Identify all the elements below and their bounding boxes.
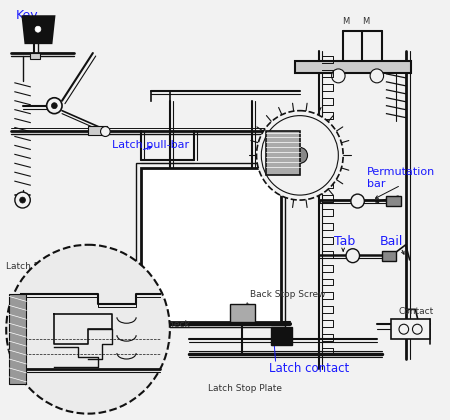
Circle shape: [351, 194, 364, 208]
Text: Contact: Contact: [398, 307, 433, 316]
Circle shape: [292, 147, 307, 163]
Bar: [136, 163, 285, 327]
Text: Latch Bar: Latch Bar: [126, 340, 170, 349]
Circle shape: [346, 249, 360, 262]
Circle shape: [256, 110, 343, 200]
Text: Key: Key: [16, 9, 38, 22]
Bar: [382, 251, 396, 261]
Text: M: M: [342, 17, 350, 26]
Text: M: M: [362, 17, 369, 26]
Circle shape: [47, 98, 62, 114]
Bar: [271, 327, 292, 345]
Text: Latch pull-bar: Latch pull-bar: [112, 140, 189, 150]
Text: Bail: Bail: [380, 235, 403, 248]
Bar: [9, 294, 27, 384]
Bar: [266, 131, 300, 175]
Bar: [230, 304, 255, 322]
Text: Relatch Check: Relatch Check: [125, 320, 189, 329]
Text: Latch: Latch: [126, 300, 151, 309]
Bar: [88, 126, 107, 136]
Text: Latch Pull-Bar: Latch Pull-Bar: [6, 262, 68, 271]
Text: Latch contact: Latch contact: [269, 362, 349, 375]
Circle shape: [261, 116, 338, 195]
Text: Back Stop Screw: Back Stop Screw: [250, 290, 325, 299]
Bar: [392, 319, 430, 339]
Circle shape: [413, 324, 422, 334]
Circle shape: [35, 26, 41, 32]
Circle shape: [100, 126, 110, 136]
Text: Permutation
bar: Permutation bar: [367, 168, 436, 189]
Text: Restoring Bail: Restoring Bail: [40, 284, 108, 294]
Circle shape: [399, 324, 409, 334]
Circle shape: [51, 103, 57, 109]
Circle shape: [370, 69, 383, 83]
Bar: [295, 61, 410, 73]
Circle shape: [6, 245, 170, 414]
Polygon shape: [22, 16, 54, 43]
Circle shape: [20, 197, 26, 203]
Circle shape: [15, 192, 30, 208]
Circle shape: [332, 69, 345, 83]
Text: Tab: Tab: [333, 235, 355, 248]
Bar: [30, 53, 40, 59]
Bar: [141, 168, 281, 322]
Bar: [387, 196, 401, 206]
Text: Latch Stop Plate: Latch Stop Plate: [208, 384, 282, 393]
